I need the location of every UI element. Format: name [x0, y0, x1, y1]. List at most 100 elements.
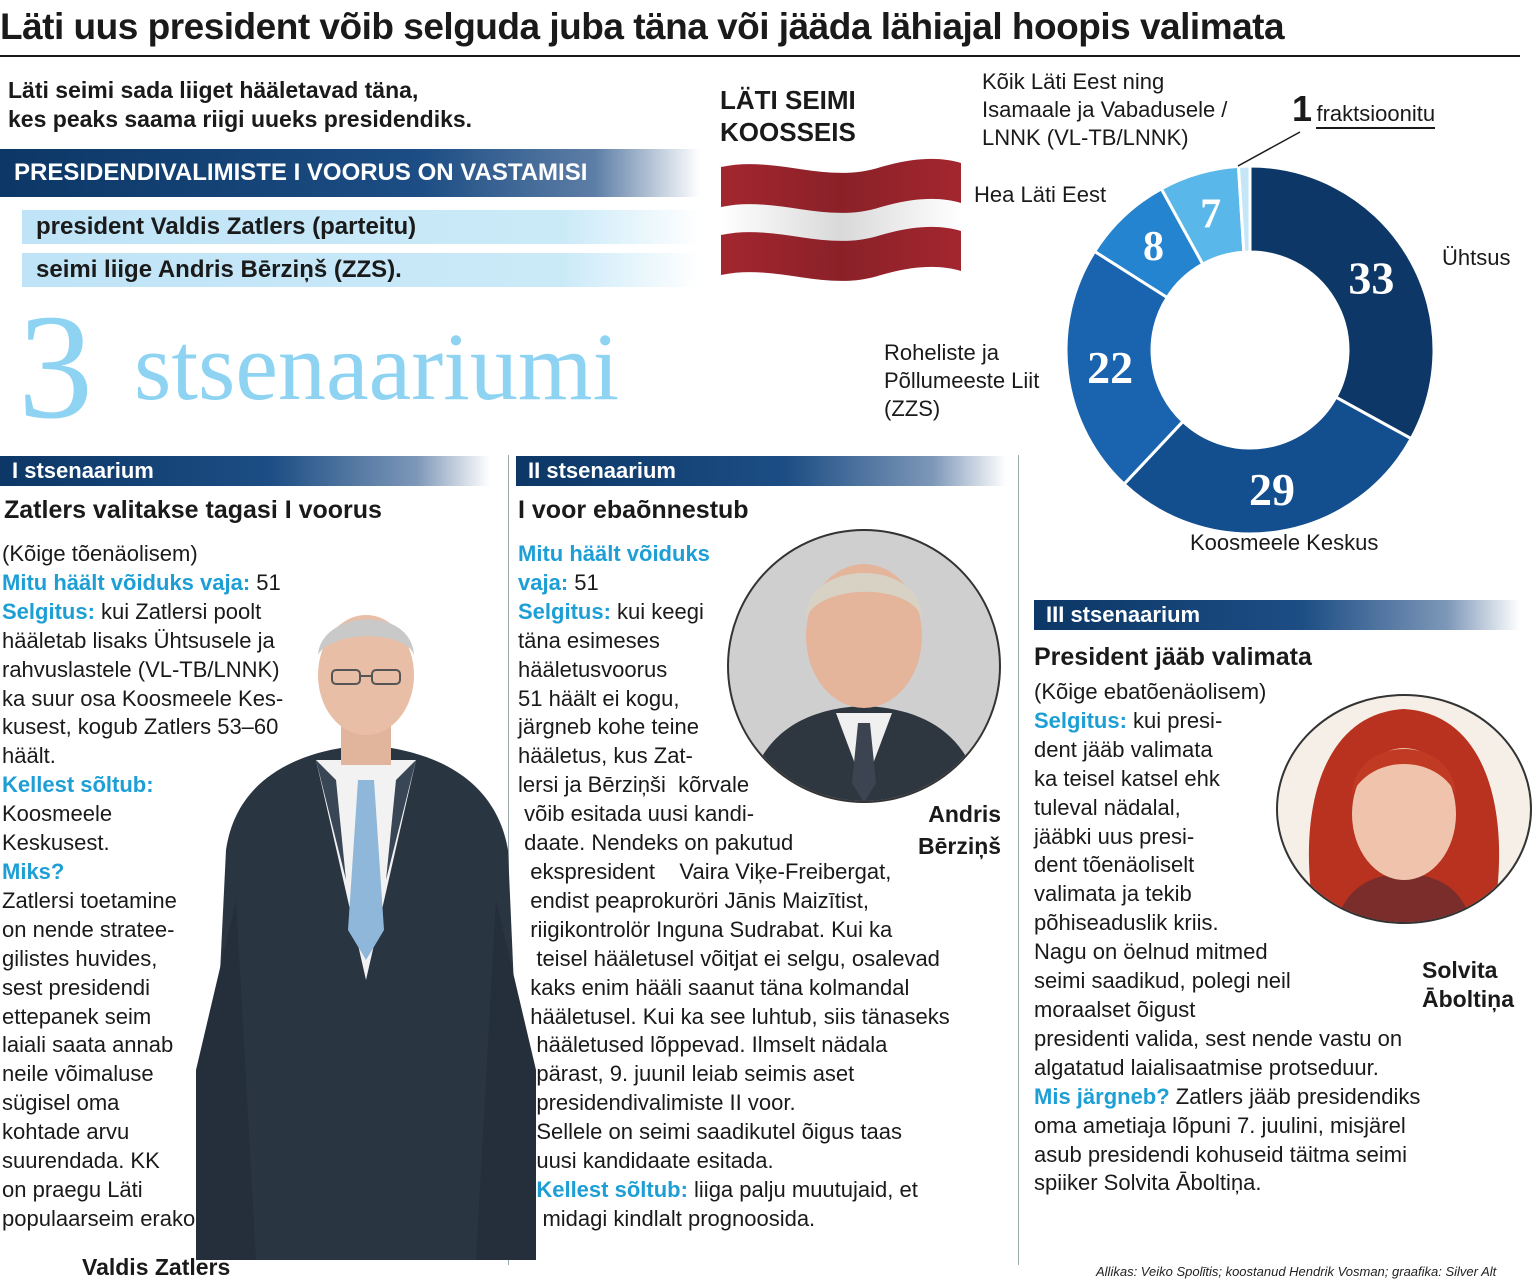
body-line: põhiseaduslik kriis. [1034, 909, 1420, 938]
body-text: teisel hääletusel võitjat ei selgu, osal… [518, 945, 940, 971]
body-line: hääletusvoorus [518, 656, 950, 685]
headline: Läti uus president võib selguda juba tän… [0, 6, 1285, 47]
body-line: asub presidendi kohuseid täitma seimi [1034, 1141, 1420, 1170]
body-line: 51 häält ei kogu, [518, 685, 950, 714]
body-text: järgneb kohe teine [518, 714, 700, 740]
label-fraktsioonitu: 1 fraktsioonitu [1292, 88, 1436, 130]
body-line: gilistes huvides, [2, 945, 283, 974]
scenario1-heading: Zatlers valitakse tagasi I voorus [4, 496, 382, 524]
berzins-photo [727, 529, 1001, 803]
body-line: hääletused lõppevad. Ilmselt nädala [518, 1031, 950, 1060]
label-line: Isamaale ja Vabadusele / [982, 97, 1228, 122]
body-line: on nende stratee- [2, 916, 283, 945]
body-line: seimi saadikud, polegi neil [1034, 967, 1420, 996]
body-text: ka teisel katsel ehk [1034, 765, 1220, 791]
label-uhtsus: Ühtsus [1442, 245, 1511, 270]
donut-value-label: 22 [1087, 342, 1133, 393]
body-line: laiali saata annab [2, 1031, 283, 1060]
label-hea: Hea Läti Eest [974, 182, 1107, 207]
body-line: hääletusel. Kui ka see luhtub, siis täna… [518, 1003, 950, 1032]
body-line: neile võimaluse [2, 1060, 283, 1089]
body-text: jääbki uus presi- [1034, 823, 1195, 849]
body-line: spiiker Solvita Āboltiņa. [1034, 1169, 1420, 1198]
body-text: Zatlersi toetamine [2, 887, 177, 913]
body-text: on praegu Läti [2, 1176, 143, 1202]
column-divider [508, 455, 509, 1265]
body-text: suurendada. KK [2, 1148, 160, 1174]
body-text: pärast, 9. juunil leiab seimis aset [518, 1061, 855, 1087]
source-credit: Allikas: Veiko Spolītis; koostanud Hendr… [1096, 1264, 1497, 1279]
highlight-label: Selgitus: [518, 598, 611, 624]
body-line: Nagu on öelnud mitmed [1034, 938, 1420, 967]
body-line: Sellele on seimi saadikutel õigus taas [518, 1118, 950, 1147]
highlight-label: Mitu häält võiduks vaja: [2, 569, 251, 595]
scenarios-word: stsenaariumi [134, 313, 620, 420]
candidate-berzins: seimi liige Andris Bērziņš (ZZS). [22, 253, 700, 287]
body-text: kui presi- [1126, 707, 1223, 733]
scenario3-body: (Kõige ebatõenäolisem) Selgitus: kui pres… [1034, 678, 1420, 1198]
body-line: (Kõige tõenäolisem) [2, 540, 283, 569]
headline-rule [0, 55, 1520, 57]
scenario2-heading: I voor ebaõnnestub [518, 496, 749, 524]
body-text: liiga palju muutujaid, et [687, 1176, 918, 1202]
donut-slice [1121, 395, 1414, 536]
donut-value-label: 7 [1200, 192, 1221, 238]
body-line: midagi kindlalt prognoosida. [518, 1205, 950, 1234]
intro-text: Läti seimi sada liiget hääletavad täna, … [8, 76, 528, 134]
round-title-banner: PRESIDENDIVALIMISTE I VOORUS ON VASTAMIS… [0, 149, 700, 197]
label-vltb: Kõik Läti Eest ning Isamaale ja Vabaduse… [982, 68, 1227, 152]
label-line: Roheliste ja [884, 340, 999, 365]
zatlers-photo [196, 615, 536, 1260]
body-text: valimata ja tekib [1034, 881, 1192, 907]
body-line: Koosmeele [2, 800, 283, 829]
chart-title-line: LÄTI SEIMI [720, 85, 856, 115]
body-text: rahvuslastele (VL-TB/LNNK) [2, 656, 280, 682]
body-line: ekspresident Vaira Viķe-Freibergat, [518, 858, 950, 887]
body-text: kui Zatlersi poolt [94, 598, 262, 624]
chart-title: LÄTI SEIMI KOOSSEIS [720, 84, 856, 148]
highlight-label: Kellest sõltub: [2, 772, 154, 798]
highlight-label: Kellest sõltub: [518, 1176, 688, 1202]
body-line: tuleval nädalal, [1034, 794, 1420, 823]
label-line: LNNK (VL-TB/LNNK) [982, 125, 1189, 150]
scenario2-body: Mitu häält võiduks vaja: 51 Selgitus: kui … [518, 540, 950, 1234]
body-line: Zatlersi toetamine [2, 887, 283, 916]
body-text: 51 [250, 569, 281, 595]
body-line: ettepanek seim [2, 1003, 283, 1032]
body-line: presidendivalimiste II voor. [518, 1089, 950, 1118]
body-text: riigikontrolör Inguna Sudrabat. Kui ka [518, 916, 893, 942]
fraktsioonitu-leader-line [1237, 131, 1301, 167]
scenario1-band: I stsenaarium [0, 456, 490, 486]
latvian-flag-icon [721, 158, 961, 281]
caption-line: Andris [928, 801, 1002, 827]
donut-value-label: 29 [1249, 464, 1295, 515]
body-line: Selgitus: kui presi- [1034, 707, 1420, 736]
body-text: sest presidendi [2, 974, 150, 1000]
body-text: laiali saata annab [2, 1032, 174, 1058]
intro-line: kes peaks saama riigi uueks presidendiks… [8, 106, 473, 132]
caption-line: Bērziņš [918, 833, 1002, 859]
zatlers-caption: Valdis Zatlers [82, 1254, 231, 1280]
body-line: moraalset õigust [1034, 996, 1420, 1025]
body-text: lersi ja Bērziņši kõrvale [518, 772, 750, 798]
scenario2-band: II stsenaarium [516, 456, 1006, 486]
body-line: hääletab lisaks Ühtsusele ja [2, 627, 283, 656]
donut-slice [1248, 164, 1436, 441]
body-text: gilistes huvides, [2, 945, 158, 971]
body-text: kui keegi [610, 598, 704, 624]
body-text: kaks enim hääli saanut täna kolmandal [518, 974, 910, 1000]
body-line: oma ametiaja lõpuni 7. juulini, misjärel [1034, 1112, 1420, 1141]
body-text: hääletused lõppevad. Ilmselt nädala [518, 1032, 888, 1058]
body-text: hääletusel. Kui ka see luhtub, siis täna… [518, 1003, 950, 1029]
body-line: suurendada. KK [2, 1147, 283, 1176]
body-text: hääletus, kus Zat- [518, 743, 693, 769]
body-line: riigikontrolör Inguna Sudrabat. Kui ka [518, 916, 950, 945]
body-text: hääletusvoorus [518, 656, 668, 682]
body-line: Selgitus: kui keegi [518, 598, 950, 627]
body-text: (Kõige ebatõenäolisem) [1034, 679, 1267, 704]
body-line: presidenti valida, sest nende vastu on [1034, 1025, 1420, 1054]
body-text: tuleval nädalal, [1034, 794, 1181, 820]
label-line: Kõik Läti Eest ning [982, 69, 1165, 94]
body-text: presidenti valida, sest nende vastu on [1034, 1025, 1403, 1051]
body-line: ka suur osa Koosmeele Kes- [2, 685, 283, 714]
